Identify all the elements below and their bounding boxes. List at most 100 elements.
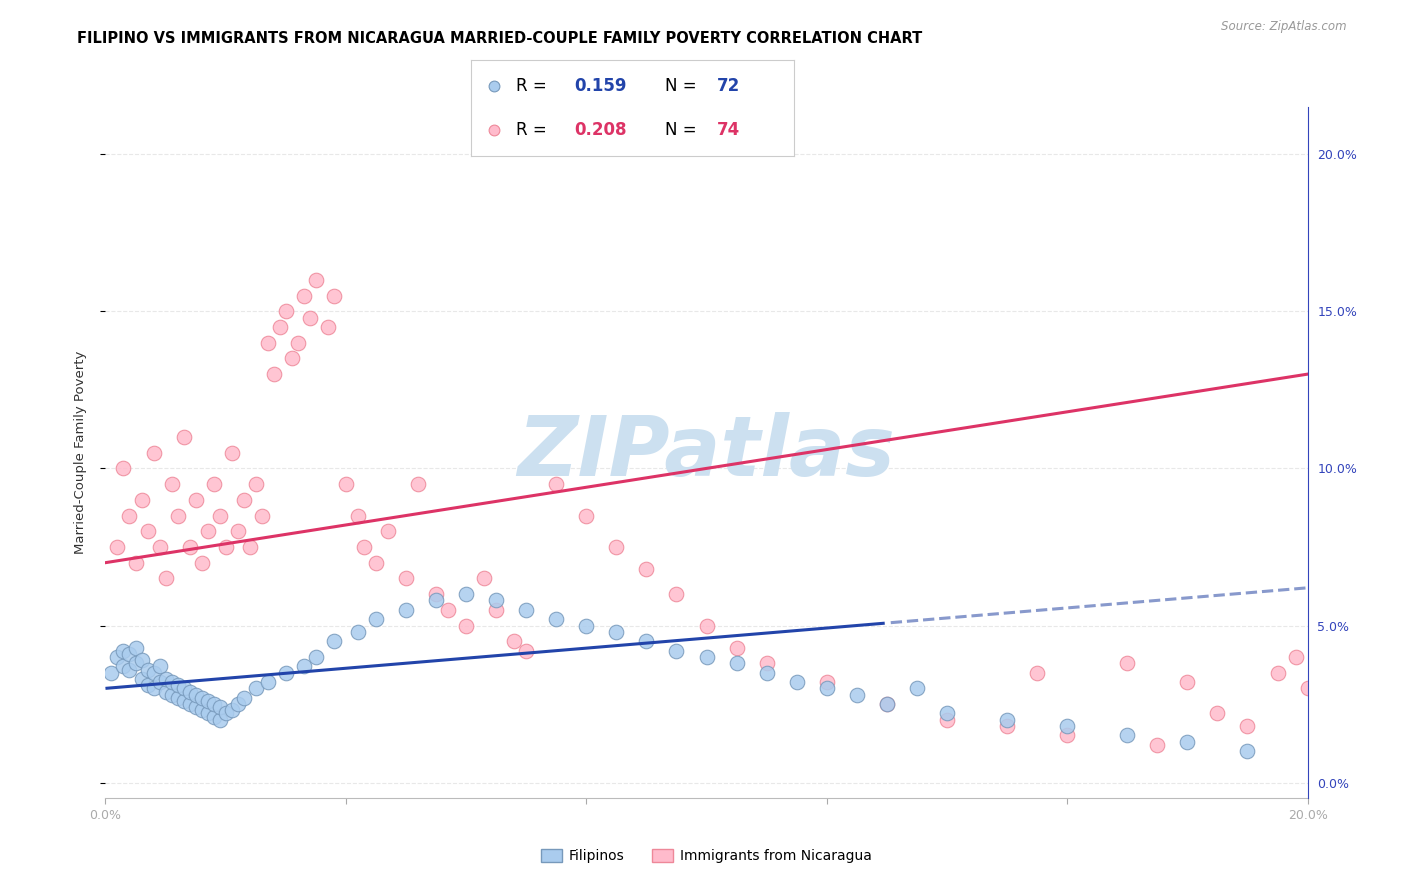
Point [425, 593, 447, 607]
Point [575, 618, 598, 632]
Point [226, 524, 249, 539]
Text: FILIPINO VS IMMIGRANTS FROM NICARAGUA MARRIED-COUPLE FAMILY POVERTY CORRELATION : FILIPINO VS IMMIGRANTS FROM NICARAGUA MA… [77, 31, 922, 46]
Point [256, 675, 278, 690]
Point [292, 288, 315, 302]
Point [1146, 738, 1168, 752]
Point [316, 320, 339, 334]
Point [142, 665, 165, 680]
Point [202, 709, 225, 723]
Point [665, 643, 688, 657]
Point [1357, 729, 1379, 743]
Point [107, 649, 129, 664]
Point [131, 653, 153, 667]
Point [995, 713, 1018, 727]
Point [364, 556, 387, 570]
Point [335, 477, 357, 491]
Point [202, 477, 225, 491]
Point [406, 477, 429, 491]
Point [454, 618, 477, 632]
Point [287, 335, 309, 350]
Point [936, 706, 959, 721]
Point [755, 665, 778, 680]
Point [197, 524, 219, 539]
Point [208, 713, 231, 727]
Point [136, 678, 159, 692]
Point [173, 694, 195, 708]
Point [221, 445, 243, 460]
Text: 72: 72 [717, 77, 740, 95]
Point [184, 492, 207, 507]
Point [142, 445, 165, 460]
Point [515, 603, 537, 617]
Point [377, 524, 399, 539]
Point [503, 634, 526, 648]
Point [482, 78, 505, 93]
Point [112, 461, 135, 475]
Point [725, 657, 748, 671]
Point [118, 663, 141, 677]
Point [155, 571, 177, 585]
Point [131, 492, 153, 507]
Point [353, 540, 375, 554]
Point [546, 477, 568, 491]
Point [239, 540, 262, 554]
Point [131, 672, 153, 686]
Point [214, 540, 236, 554]
Point [124, 640, 146, 655]
Point [179, 684, 201, 698]
Point [305, 649, 328, 664]
Text: R =: R = [516, 77, 547, 95]
Point [190, 690, 212, 705]
Point [322, 634, 344, 648]
Point [256, 335, 278, 350]
Text: R =: R = [516, 121, 547, 139]
Point [1267, 665, 1289, 680]
Point [1056, 719, 1078, 733]
Text: N =: N = [665, 77, 696, 95]
Point [245, 477, 267, 491]
Point [100, 665, 122, 680]
Point [437, 603, 460, 617]
Point [347, 508, 370, 523]
Point [636, 634, 658, 648]
Point [208, 700, 231, 714]
Point [322, 288, 344, 302]
Point [815, 675, 838, 690]
Point [208, 508, 231, 523]
Text: N =: N = [665, 121, 696, 139]
Point [250, 508, 273, 523]
Point [454, 587, 477, 601]
Point [515, 643, 537, 657]
Point [845, 688, 868, 702]
Point [936, 713, 959, 727]
Point [166, 508, 188, 523]
Point [995, 719, 1018, 733]
Point [1236, 719, 1258, 733]
Point [1284, 649, 1306, 664]
Point [124, 657, 146, 671]
Point [179, 540, 201, 554]
Point [269, 320, 291, 334]
Point [118, 508, 141, 523]
Point [605, 540, 627, 554]
Point [546, 612, 568, 626]
Point [274, 665, 297, 680]
Text: 0.159: 0.159 [575, 77, 627, 95]
Point [425, 587, 447, 601]
Point [1175, 675, 1198, 690]
Point [179, 697, 201, 711]
Point [292, 659, 315, 673]
Point [166, 690, 188, 705]
Point [184, 688, 207, 702]
Point [112, 643, 135, 657]
Point [190, 703, 212, 717]
Text: Source: ZipAtlas.com: Source: ZipAtlas.com [1222, 20, 1347, 33]
Point [482, 123, 505, 137]
Point [1116, 729, 1139, 743]
Point [263, 367, 285, 381]
Point [107, 540, 129, 554]
Point [485, 603, 508, 617]
Point [221, 703, 243, 717]
Point [245, 681, 267, 696]
Point [786, 675, 808, 690]
